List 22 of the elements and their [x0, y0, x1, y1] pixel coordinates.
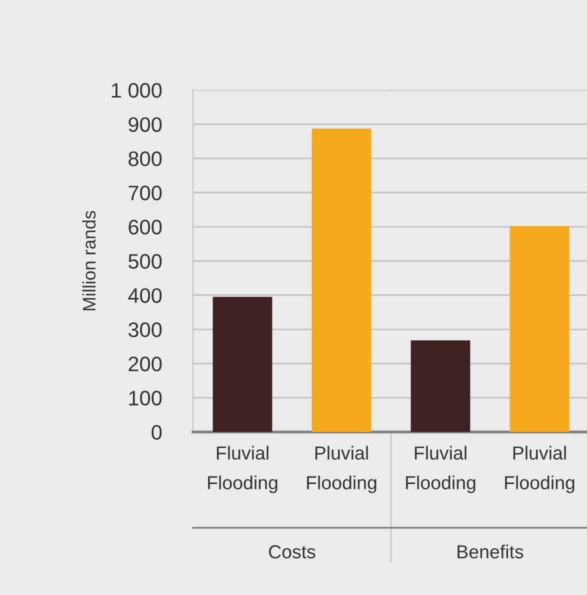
y-tick-label: 400: [128, 288, 162, 303]
text: Benefits: [458, 544, 524, 558]
x-tick-label: Fluvial Flooding: [406, 446, 476, 494]
bar: [312, 128, 372, 432]
y-tick-label: 100: [129, 390, 162, 406]
y-tick-label: 1 000: [112, 83, 162, 98]
text: Costs: [268, 545, 316, 558]
y-tick-label: 300: [128, 322, 162, 338]
bar: [410, 340, 470, 432]
y-tick-label: 700: [128, 186, 162, 200]
y-axis-title: Million rands: [82, 210, 96, 310]
x-tick-label: Pluvial Flooding: [307, 446, 376, 494]
bar: [212, 296, 272, 432]
y-tick-label: 500: [128, 254, 162, 269]
y-tick-label: 200: [128, 356, 162, 372]
y-tick-label: 900: [128, 117, 162, 132]
y-tick-label: 800: [128, 151, 162, 166]
bar: [510, 226, 570, 432]
y-tick-label: 0: [152, 425, 162, 440]
y-tick-label: 600: [128, 220, 162, 235]
x-tick-label: Fluvial Flooding: [208, 446, 278, 494]
x-tick-label: Pluvial Flooding: [505, 446, 574, 494]
